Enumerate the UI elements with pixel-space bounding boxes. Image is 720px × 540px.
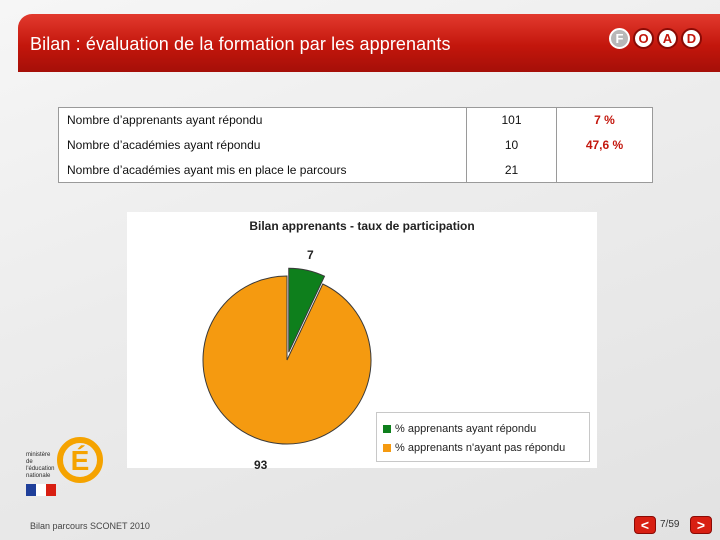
foad-logo: F O A D [609,28,702,49]
legend-swatch [383,443,391,452]
row-percent: 47,6 % [585,138,624,152]
row-value: 10 [466,132,557,158]
ministry-text: ministère de l'éducation nationale [26,452,55,479]
row-label: Nombre d’académies ayant mis en place le… [67,162,347,177]
logo-letter: D [681,28,702,49]
table-row: Nombre d’académies ayant mis en place le… [59,157,653,183]
row-value: 101 [466,107,557,133]
logo-letter: A [657,28,678,49]
next-button[interactable]: > [690,516,712,534]
flag-icon [26,484,56,496]
row-percent: 7 % [594,113,615,128]
legend-item: % apprenants n'ayant pas répondu [383,438,589,457]
pie-slice [288,267,326,353]
row-value: 21 [466,157,557,183]
legend-label: % apprenants n'ayant pas répondu [395,441,566,454]
footer-text: Bilan parcours SCONET 2010 [30,521,150,531]
header-band: Bilan : évaluation de la formation par l… [18,14,720,72]
legend-item: % apprenants ayant répondu [383,419,589,438]
pie-chart-svg [202,267,372,445]
page-number: 7/59 [660,519,680,530]
chart-title: Bilan apprenants - taux de participation [249,219,475,233]
row-label: Nombre d’académies ayant répondu [67,138,261,152]
legend-swatch [383,424,391,433]
row-percent [557,158,653,183]
table-row: Nombre d’académies ayant répondu 10 47,6… [59,132,653,158]
pie-slice [202,275,372,445]
chart-legend: % apprenants ayant répondu % apprenants … [376,412,590,462]
logo-letter: O [633,28,654,49]
table-row: Nombre d’apprenants ayant répondu 101 7 … [59,107,653,133]
logo-letter: F [609,28,630,49]
legend-label: % apprenants ayant répondu [395,422,537,435]
row-label: Nombre d’apprenants ayant répondu [67,113,263,128]
ministry-letter: É [71,445,90,476]
stats-table: Nombre d’apprenants ayant répondu 101 7 … [58,107,653,183]
ministry-e-icon: É [57,437,103,483]
data-label-not-responded: 93 [254,458,268,472]
data-label-responded: 7 [307,248,314,262]
prev-button[interactable]: < [634,516,656,534]
pie-chart: Bilan apprenants - taux de participation… [127,212,597,472]
ministry-logo: ministère de l'éducation nationale É [24,432,103,502]
page-title: Bilan : évaluation de la formation par l… [30,34,451,54]
